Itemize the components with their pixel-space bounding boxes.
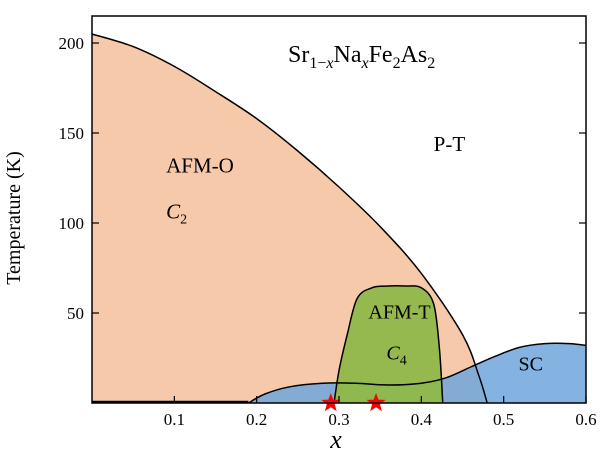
boundary-lines-layer: [91, 33, 587, 404]
x-tick-label: 0.5: [493, 410, 514, 429]
region-symbol-c4: C4: [386, 342, 406, 368]
region-sc: [248, 343, 586, 403]
y-axis-title: Temperature (K): [3, 151, 25, 285]
ticks-layer: 0.1 0.2 0.3 0.4 0.5 0.6 50 100 150 200: [59, 34, 597, 429]
x-tick-label: 0.2: [246, 410, 267, 429]
x-tick-label: 0.1: [164, 410, 185, 429]
region-afm-t: [334, 285, 443, 403]
x-tick-label: 0.6: [575, 410, 596, 429]
y-tick-label: 200: [59, 34, 85, 53]
x-tick-label: 0.4: [411, 410, 433, 429]
chart-title: Sr1−xNaxFe2As2: [288, 42, 435, 72]
y-tick-label: 150: [59, 124, 85, 143]
region-label-afm-o: AFM-O: [166, 154, 234, 178]
regions-layer: [92, 34, 586, 403]
y-tick-label: 50: [67, 304, 84, 323]
region-afm-o-boundary: [91, 33, 488, 404]
star-marker: [321, 393, 341, 412]
markers-layer: [321, 393, 386, 412]
region-label-sc: SC: [518, 354, 542, 376]
x-axis-title: x: [329, 425, 342, 454]
y-tick-label: 100: [59, 214, 85, 233]
star-marker: [366, 393, 386, 412]
region-label-afm-t: AFM-T: [368, 301, 430, 323]
region-sc-boundary: [248, 342, 587, 404]
phase-label-p-t: P-T: [434, 132, 466, 156]
x-tick-label: 0.3: [328, 410, 349, 429]
region-afm-t-boundary: [333, 285, 444, 404]
region-symbol-c2: C2: [166, 200, 187, 228]
